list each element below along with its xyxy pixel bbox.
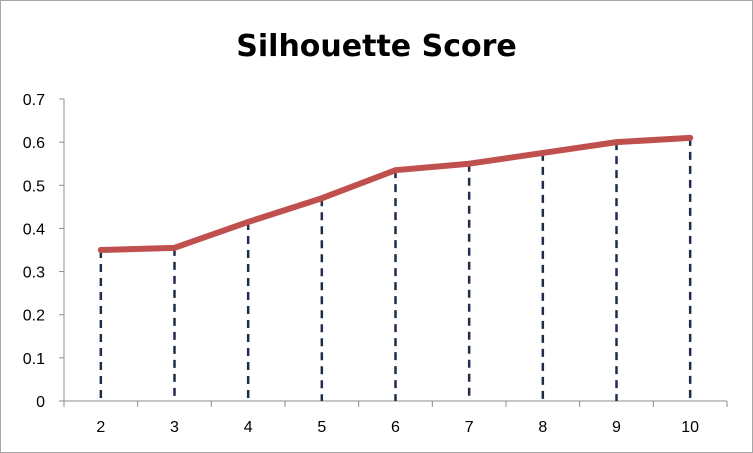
x-tick-label: 2 — [96, 419, 105, 436]
x-tick-label: 7 — [465, 419, 474, 436]
x-tick-label: 8 — [538, 419, 547, 436]
data-point — [171, 244, 178, 251]
y-tick-label: 0.4 — [23, 221, 45, 238]
data-point — [466, 160, 473, 167]
y-tick-label: 0.6 — [23, 135, 45, 152]
y-tick-label: 0.5 — [23, 178, 45, 195]
data-point — [687, 134, 694, 141]
y-tick-label: 0.3 — [23, 265, 45, 282]
y-tick-label: 0 — [36, 394, 45, 411]
y-tick-label: 0.7 — [23, 92, 45, 109]
x-tick-label: 9 — [612, 419, 621, 436]
data-point — [539, 149, 546, 156]
data-point — [318, 195, 325, 202]
data-point — [245, 218, 252, 225]
x-tick-label: 3 — [170, 419, 179, 436]
data-point — [613, 139, 620, 146]
chart-title: Silhouette Score — [236, 29, 517, 64]
y-tick-label: 0.1 — [23, 351, 45, 368]
x-tick-label: 5 — [317, 419, 326, 436]
x-tick-label: 10 — [681, 419, 699, 436]
y-tick-label: 0.2 — [23, 308, 45, 325]
data-point — [97, 247, 104, 253]
data-point — [392, 167, 399, 174]
x-tick-label: 4 — [244, 419, 253, 436]
x-tick-label: 6 — [391, 419, 400, 436]
